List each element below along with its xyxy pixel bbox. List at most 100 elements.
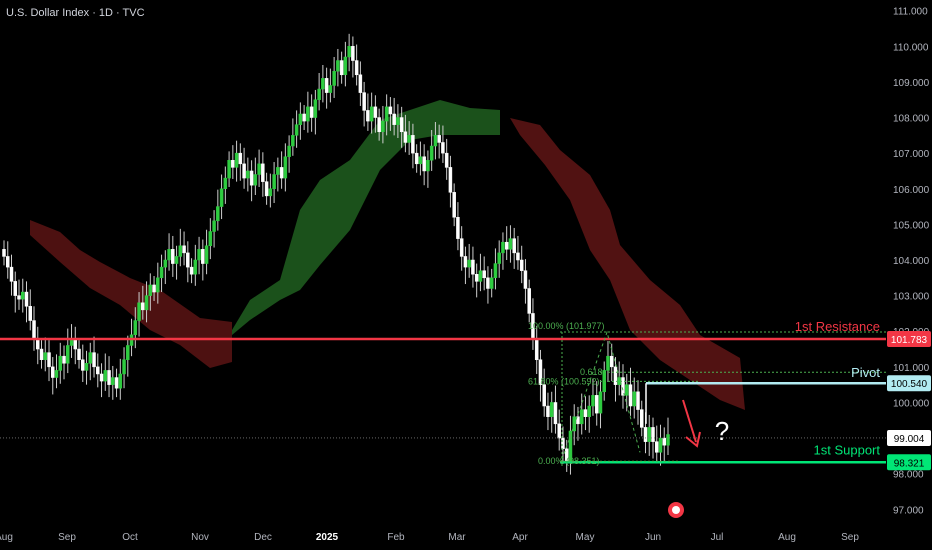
- last-price-tag-value: 99.004: [894, 434, 925, 445]
- candle-up: [624, 384, 629, 396]
- candle-up: [493, 263, 498, 279]
- candle-up: [144, 295, 149, 311]
- candle-down: [186, 252, 190, 268]
- candle-down: [373, 106, 378, 118]
- candle-down: [231, 160, 235, 168]
- y-tick-label: 97.000: [893, 505, 924, 516]
- candle-down: [261, 163, 265, 182]
- candle-down: [662, 437, 666, 446]
- candle-up: [343, 56, 348, 76]
- candle-down: [114, 377, 119, 389]
- candle-up: [332, 70, 336, 86]
- chart-title: U.S. Dollar Index · 1D · TVC: [6, 7, 145, 19]
- candle-down: [403, 131, 408, 143]
- candle-up: [234, 152, 239, 168]
- candle-down: [651, 427, 655, 442]
- x-tick-label: Nov: [191, 532, 209, 543]
- ichimoku-cloud: [30, 100, 745, 410]
- candle-down: [81, 359, 85, 371]
- candle-up: [197, 249, 201, 261]
- candle-down: [613, 366, 618, 385]
- candle-down: [546, 405, 550, 417]
- candle-up: [591, 395, 595, 407]
- candle-down: [414, 152, 419, 165]
- candle-up: [137, 302, 141, 321]
- fib-618-label: 0.618: [580, 367, 603, 377]
- candle-down: [441, 142, 445, 154]
- candle-down: [2, 249, 6, 257]
- candle-up: [156, 277, 160, 293]
- candle-down: [643, 427, 648, 442]
- x-tick-label: Mar: [448, 532, 466, 543]
- candle-down: [609, 355, 614, 368]
- candle-up: [54, 370, 59, 378]
- candle-up: [369, 106, 374, 122]
- candle-down: [437, 135, 441, 143]
- x-tick-label: Sep: [58, 532, 76, 543]
- candle-up: [276, 167, 280, 175]
- candle-down: [392, 113, 396, 125]
- fib-100-label: 100.00% (101.977): [528, 321, 605, 331]
- candle-up: [579, 409, 584, 425]
- candle-down: [516, 252, 520, 261]
- candle-down: [523, 270, 528, 289]
- candle-down: [388, 106, 393, 115]
- candle-up: [497, 252, 501, 264]
- candle-up: [58, 355, 63, 371]
- fib-0-label: 0.00% (98.351): [538, 456, 600, 466]
- candle-down: [182, 245, 186, 254]
- candle-down: [249, 170, 254, 186]
- candle-up: [549, 402, 554, 417]
- candle-up: [66, 345, 70, 364]
- candle-down: [351, 46, 355, 61]
- candle-down: [13, 281, 18, 296]
- fib-diagonal: [561, 330, 641, 460]
- candle-up: [384, 106, 389, 122]
- candle-down: [96, 366, 100, 375]
- candle-up: [126, 345, 130, 360]
- candle-up: [287, 145, 291, 157]
- candle-up: [174, 256, 179, 264]
- candle-down: [456, 217, 460, 239]
- candle-up: [88, 352, 93, 364]
- candle-down: [279, 167, 284, 179]
- candle-up: [336, 60, 340, 72]
- pivot-label: Pivot: [851, 365, 880, 380]
- price-labels: 101.783 100.540 99.004 98.321 1st Resistance…: [528, 319, 931, 518]
- candle-up: [666, 434, 670, 446]
- candle-up: [21, 291, 25, 300]
- y-tick-label: 98.000: [893, 470, 924, 481]
- candle-down: [171, 249, 175, 264]
- y-tick-label: 105.000: [893, 220, 930, 231]
- candle-up: [658, 437, 663, 453]
- candle-down: [621, 377, 625, 396]
- y-tick-label: 111.000: [893, 7, 928, 18]
- candle-down: [583, 409, 588, 417]
- x-tick-label: 2025: [316, 532, 339, 543]
- candle-down: [302, 113, 306, 122]
- candle-down: [422, 156, 426, 172]
- y-tick-label: 104.000: [893, 256, 930, 267]
- candle-down: [47, 352, 51, 368]
- candle-up: [489, 277, 494, 289]
- candle-up: [478, 270, 483, 282]
- candle-down: [463, 256, 468, 268]
- candle-down: [189, 266, 194, 275]
- candle-down: [448, 167, 453, 193]
- candle-up: [148, 284, 153, 296]
- candle-down: [366, 110, 370, 122]
- candle-up: [84, 363, 89, 371]
- candle-up: [294, 124, 299, 136]
- candle-down: [362, 92, 366, 111]
- x-tick-label: Apr: [512, 532, 528, 543]
- candle-up: [257, 163, 261, 175]
- candle-down: [519, 259, 524, 271]
- candle-up: [204, 245, 209, 264]
- candle-down: [452, 192, 456, 218]
- down-arrow: [682, 399, 697, 443]
- candle-up: [216, 206, 220, 222]
- x-tick-label: Sep: [841, 532, 859, 543]
- y-tick-label: 109.000: [893, 78, 930, 89]
- candle-up: [118, 373, 123, 389]
